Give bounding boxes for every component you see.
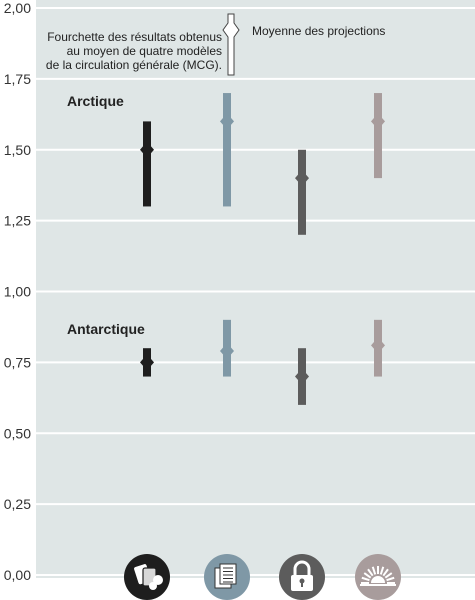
mean-marker xyxy=(295,368,309,385)
padlock-icon xyxy=(279,554,325,600)
mean-marker xyxy=(295,170,309,187)
y-tick-label: 1,00 xyxy=(4,284,31,300)
y-tick-label: 0,75 xyxy=(4,354,31,370)
y-tick-label: 2,00 xyxy=(4,0,31,16)
legend: Fourchette des résultats obtenus au moye… xyxy=(46,13,385,76)
legend-range-line-1: Fourchette des résultats obtenus xyxy=(47,30,222,44)
legend-range-line-3: de la circulation générale (MCG). xyxy=(46,58,222,72)
y-tick-label: 1,25 xyxy=(4,213,31,229)
region-label: Arctique xyxy=(67,93,124,109)
mean-marker xyxy=(140,141,154,158)
range-bar xyxy=(298,149,306,235)
legend-range-mean-symbol xyxy=(222,13,240,76)
mean-marker xyxy=(220,113,234,130)
y-tick-label: 0,50 xyxy=(4,425,31,441)
mean-marker xyxy=(371,113,385,130)
mean-marker xyxy=(140,354,154,371)
sunburst-icon xyxy=(355,554,401,600)
cards-icon xyxy=(124,554,170,600)
mean-marker xyxy=(220,343,234,360)
y-tick-label: 0,25 xyxy=(4,496,31,512)
y-tick-label: 1,50 xyxy=(4,142,31,158)
range-bar xyxy=(143,121,151,207)
range-bar xyxy=(374,93,382,179)
legend-range-line-2: au moyen de quatre modèles xyxy=(67,44,222,58)
plot-background xyxy=(36,0,475,578)
y-tick-label: 1,75 xyxy=(4,71,31,87)
region-label: Antarctique xyxy=(67,321,145,337)
y-tick-label: 0,00 xyxy=(4,567,31,583)
legend-mean-label: Moyenne des projections xyxy=(252,24,385,38)
range-bar xyxy=(223,93,231,207)
legend-range-label: Fourchette des résultats obtenus au moye… xyxy=(46,30,222,72)
document-icon xyxy=(204,554,250,600)
mean-marker xyxy=(371,337,385,354)
